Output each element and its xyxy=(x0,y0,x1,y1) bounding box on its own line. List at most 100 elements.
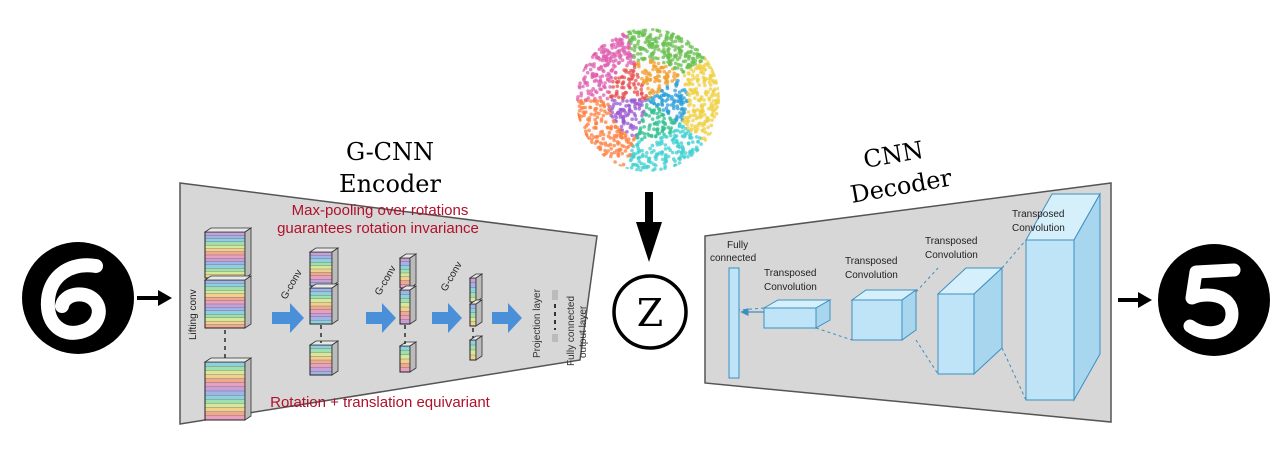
tconv-connector xyxy=(1001,239,1027,269)
stack-slice xyxy=(399,261,411,266)
flow-arrow-3 xyxy=(432,303,462,333)
stack-slice xyxy=(204,361,246,367)
tconv-connector xyxy=(815,327,853,341)
stack-slice xyxy=(309,316,333,321)
stack-slice xyxy=(309,302,333,307)
tconv-label-3-line1: Transposed xyxy=(925,236,977,247)
stack-slice xyxy=(469,287,477,293)
tconv-layer-2 xyxy=(850,289,918,341)
box-front xyxy=(763,307,817,329)
stack-slice xyxy=(309,262,333,267)
stack-slice xyxy=(204,320,246,326)
stack-block-top xyxy=(203,357,253,363)
tconv-connector xyxy=(915,339,939,375)
stack-block-top xyxy=(203,227,253,233)
projection-layer-label: Projection layer xyxy=(532,288,543,358)
stack-slice xyxy=(204,374,246,380)
stack-slice xyxy=(204,283,246,288)
tconv-layer-1 xyxy=(762,299,832,329)
stack-block-side xyxy=(331,340,339,376)
stack-slice xyxy=(204,370,246,375)
tconv-label-1-line1: Transposed xyxy=(764,268,816,279)
stack-slice xyxy=(309,251,333,256)
stack-block-side xyxy=(331,247,339,287)
decoder-fc-label-line1: Fully xyxy=(727,240,748,251)
fc-output-label-line1: Fully connected xyxy=(566,296,577,366)
fully-connected-layer xyxy=(728,267,740,379)
tconv-layer-3 xyxy=(936,266,1004,376)
stack-slice xyxy=(204,365,246,371)
stack-block-side xyxy=(244,357,252,421)
latent-sphere-icon xyxy=(576,28,720,172)
stack-slice xyxy=(204,317,246,322)
stack-slice xyxy=(469,349,477,356)
stack-slice xyxy=(399,265,411,270)
stack-block-side xyxy=(244,227,252,279)
tconv-label-4-line2: Convolution xyxy=(1012,223,1065,234)
stack-slice xyxy=(204,279,246,284)
stack-slice xyxy=(399,350,411,356)
projection-marks xyxy=(552,290,558,342)
transposed-convolution-layers xyxy=(738,192,1101,402)
lifting-conv-label: Lifting conv xyxy=(188,289,199,340)
encoder-title-line2: Encoder xyxy=(339,170,441,198)
stack-slice xyxy=(309,275,333,280)
stack-slice xyxy=(204,386,246,392)
stack-block-side xyxy=(475,299,483,327)
stack-slice xyxy=(399,298,411,304)
stack-slice xyxy=(204,303,246,308)
tconv-layer-4 xyxy=(1025,192,1101,402)
encoder-panel xyxy=(179,182,598,425)
stack-slice xyxy=(399,311,411,316)
stack-block-side xyxy=(331,283,339,325)
gconv-stack-3 xyxy=(468,273,484,361)
fc-output-label-line2: output layer xyxy=(578,305,589,358)
note-maxpool: Max-pooling over rotations xyxy=(292,202,469,219)
tconv-label-3-line2: Convolution xyxy=(925,250,978,261)
stack-slice xyxy=(469,312,477,318)
output-arrow xyxy=(1118,292,1152,308)
stack-slice xyxy=(469,292,477,298)
stack-slice xyxy=(309,352,333,357)
stack-slice xyxy=(309,356,333,361)
decoder-title-line2: Decoder xyxy=(848,163,954,208)
stack-slice xyxy=(309,344,333,350)
encoder-flow-arrows xyxy=(272,303,522,333)
stack-slice xyxy=(309,348,333,353)
stack-slice xyxy=(399,354,411,360)
stack-slice xyxy=(204,310,246,315)
box-front xyxy=(1025,239,1075,401)
decoder-fc-label-line2: connected xyxy=(710,253,756,264)
stack-slice xyxy=(399,272,411,278)
stack-slice xyxy=(204,258,246,263)
stack-slice xyxy=(204,261,246,266)
stack-slice xyxy=(309,313,333,318)
box-front xyxy=(937,293,975,375)
stack-slice xyxy=(204,251,246,256)
stack-slice xyxy=(204,238,246,243)
stack-slice xyxy=(204,244,246,249)
stack-slice xyxy=(399,280,411,285)
stack-slice xyxy=(469,303,477,309)
encoder-title: G-CNN Encoder xyxy=(339,138,441,198)
stack-slice xyxy=(204,314,246,319)
stack-slice xyxy=(399,363,411,369)
stack-slice xyxy=(309,291,333,296)
stack-slice xyxy=(309,287,333,293)
stack-slice xyxy=(204,271,246,276)
stack-slice xyxy=(469,317,477,323)
stack-slice xyxy=(204,403,246,409)
stack-slice xyxy=(309,268,333,273)
input-digit-icon xyxy=(22,242,134,354)
sphere-down-arrow xyxy=(636,192,662,262)
note-equivariant: Rotation + translation equivariant xyxy=(270,394,491,411)
stack-block-side xyxy=(409,341,417,373)
output-digit-icon xyxy=(1158,244,1270,356)
note-invariance: guarantees rotation invariance xyxy=(277,220,479,237)
stack-block-side xyxy=(409,285,417,325)
stack-slice xyxy=(469,339,477,346)
lifting-conv-stack xyxy=(203,227,253,421)
gconv-stack-1 xyxy=(308,247,340,376)
latent-z-node: Z xyxy=(612,274,688,350)
